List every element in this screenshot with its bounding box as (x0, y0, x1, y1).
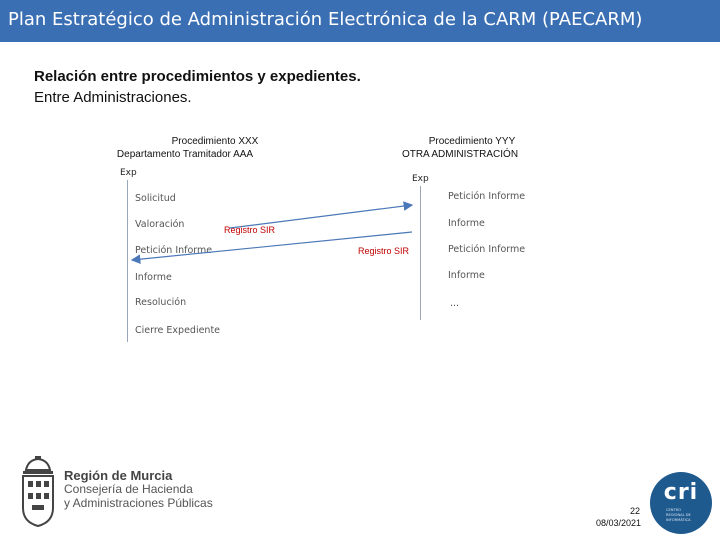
left-timeline (127, 180, 128, 342)
right-step-informe-1: Informe (448, 218, 485, 229)
arrow-left-to-right (229, 201, 414, 229)
registro-sir-bottom: Registro SIR (358, 246, 410, 256)
cri-logo-tagline: CENTRO REGIONAL DE INFORMÁTICA (666, 508, 691, 522)
left-proc-subtitle: Departamento Tramitador AAA (116, 149, 254, 160)
left-step-valoracion: Valoración (135, 219, 185, 230)
right-timeline (420, 186, 421, 320)
footer-date: 08/03/2021 (596, 518, 642, 528)
left-step-informe: Informe (135, 272, 172, 283)
heading-line-2: Entre Administraciones. (34, 89, 192, 106)
left-step-resolucion: Resolución (135, 297, 187, 308)
left-step-peticion-informe: Petición Informe (135, 245, 213, 256)
coat-of-arms-icon (22, 456, 54, 528)
page-title: Plan Estratégico de Administración Elect… (8, 9, 643, 30)
cri-logo: cri CENTRO REGIONAL DE INFORMÁTICA (650, 472, 712, 534)
logo-consejeria: Consejería de Hacienda (64, 482, 193, 496)
right-step-peticion-informe-1: Petición Informe (448, 191, 526, 202)
right-proc-title: Procedimiento YYY (428, 136, 516, 147)
right-step-informe-2: Informe (448, 270, 485, 281)
logo-administraciones: y Administraciones Públicas (64, 496, 213, 510)
right-step-ellipsis: ... (450, 298, 460, 309)
heading-line-1: Relación entre procedimientos y expedien… (34, 68, 361, 85)
left-step-cierre: Cierre Expediente (135, 325, 221, 336)
logo-region: Región de Murcia (64, 468, 173, 483)
arrow-right-to-left (130, 231, 413, 264)
page-number: 22 (630, 506, 641, 516)
title-bar (0, 0, 720, 42)
left-exp-label: Exp (120, 168, 137, 178)
cri-logo-letters: cri (663, 480, 699, 505)
registro-sir-top: Registro SIR (224, 225, 276, 235)
left-step-solicitud: Solicitud (135, 193, 176, 204)
right-proc-subtitle: OTRA ADMINISTRACIÓN (401, 149, 519, 160)
right-exp-label: Exp (412, 174, 429, 184)
right-step-peticion-informe-2: Petición Informe (448, 244, 526, 255)
left-proc-title: Procedimiento XXX (171, 136, 259, 147)
